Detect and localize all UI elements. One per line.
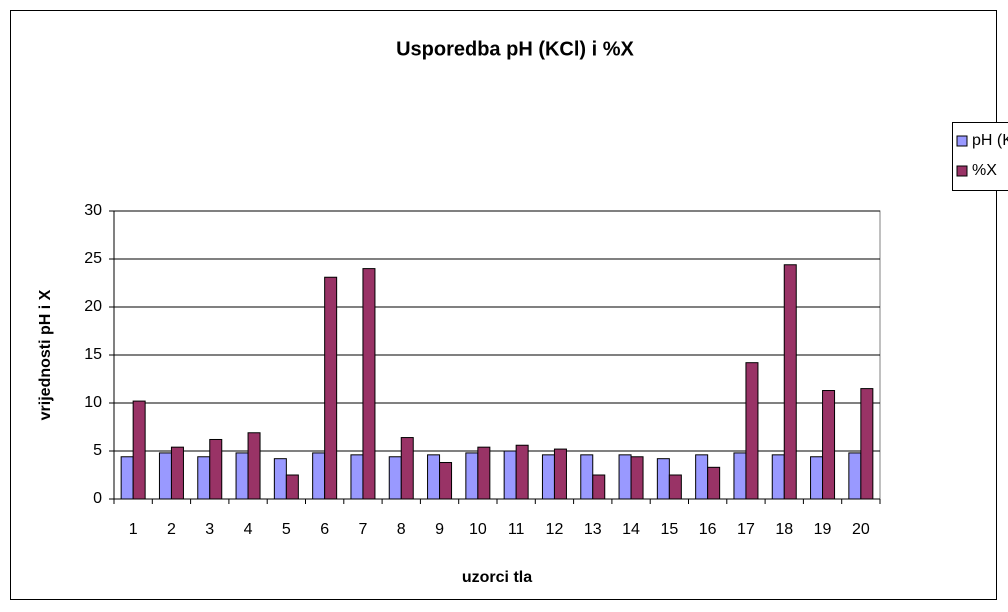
x-tick-label: 19 [814,521,832,538]
bar [822,390,836,500]
bar [273,458,287,500]
bar [630,456,644,500]
bar [592,474,606,500]
bar [312,452,326,500]
x-tick-label: 14 [622,521,640,538]
bar [158,452,172,500]
y-tick-label: 30 [84,202,102,219]
bar [745,362,759,500]
x-tick-label: 13 [584,521,602,538]
x-axis-label: uzorci tla [462,569,532,586]
bar [503,450,517,500]
bar [247,432,261,500]
bar [362,268,376,500]
y-axis-label: vrijednosti pH i X [37,289,54,420]
legend [952,122,1008,191]
y-tick-label: 10 [84,394,102,411]
bar [707,466,721,500]
legend-label: pH (KCl) [972,132,1008,149]
bar [656,458,670,500]
bar [771,454,785,500]
bar [285,474,299,500]
bar [235,452,249,500]
x-tick-label: 8 [397,521,406,538]
bar [197,456,211,500]
x-tick-label: 9 [435,521,444,538]
chart-title: Usporedba pH (KCl) i %X [396,38,634,60]
bar [350,454,364,500]
x-tick-label: 17 [737,521,755,538]
x-tick-label: 1 [129,521,138,538]
bar [120,456,134,500]
y-tick-label: 20 [84,298,102,315]
legend-swatch [956,165,968,177]
bar [553,448,567,500]
legend-label: %X [972,162,997,179]
bar [427,454,441,500]
bar [324,276,338,500]
x-tick-label: 10 [469,521,487,538]
bar [783,264,797,500]
bar [668,474,682,500]
x-tick-label: 6 [320,521,329,538]
x-tick-label: 3 [205,521,214,538]
bar [580,454,594,500]
x-tick-label: 11 [508,521,525,538]
bar [439,462,453,500]
x-tick-label: 12 [546,521,564,538]
x-tick-label: 18 [775,521,793,538]
bar [541,454,555,500]
x-tick-label: 2 [167,521,176,538]
bar [810,456,824,500]
bar [132,400,146,500]
bar [848,452,862,500]
bar [209,438,223,500]
bar [733,452,747,500]
bar [515,444,529,500]
y-tick-label: 25 [84,250,102,267]
y-tick-label: 5 [93,442,102,459]
x-tick-label: 7 [358,521,367,538]
bar [400,437,414,500]
legend-swatch [956,135,968,147]
y-tick-label: 0 [93,490,102,507]
x-tick-label: 16 [699,521,717,538]
bar [695,454,709,500]
x-tick-label: 4 [244,521,253,538]
x-tick-label: 15 [660,521,678,538]
y-tick-label: 15 [84,346,102,363]
x-tick-label: 20 [852,521,870,538]
bar [465,452,479,500]
bar [477,446,491,500]
bar [388,456,402,500]
bar [170,446,184,500]
bar [618,454,632,500]
x-tick-label: 5 [282,521,291,538]
bar [860,388,874,500]
